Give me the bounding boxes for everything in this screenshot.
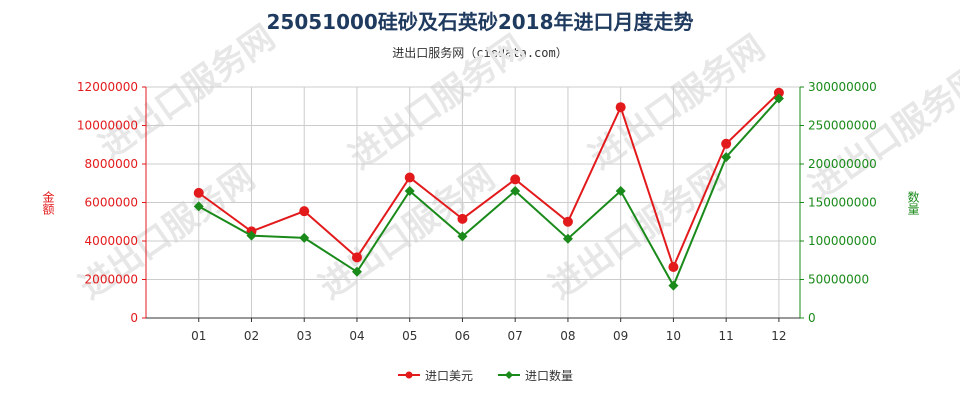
- data-point: [246, 230, 257, 241]
- data-point: [668, 280, 679, 291]
- right-axis-title: 数量: [906, 190, 920, 215]
- data-point: [562, 216, 573, 227]
- data-point: [404, 185, 415, 196]
- right-tick-label: 200000000: [808, 157, 877, 171]
- left-tick-label: 0: [130, 311, 138, 325]
- right-tick-label: 50000000: [808, 273, 869, 287]
- left-tick-label: 4000000: [85, 234, 138, 248]
- x-tick-label: 04: [349, 329, 364, 343]
- right-tick-label: 250000000: [808, 119, 877, 133]
- right-tick-label: 100000000: [808, 234, 877, 248]
- left-tick-label: 6000000: [85, 196, 138, 210]
- legend-label: 进口数量: [525, 368, 573, 383]
- data-point: [299, 232, 310, 243]
- x-tick-label: 05: [402, 329, 417, 343]
- series-line: [198, 97, 780, 288]
- data-point: [510, 185, 521, 196]
- right-tick-label: 0: [808, 311, 816, 325]
- data-point: [562, 233, 573, 244]
- data-point: [510, 174, 521, 185]
- x-tick-label: 09: [613, 329, 628, 343]
- left-axis-title: 金额: [41, 190, 55, 216]
- data-point: [721, 152, 732, 163]
- watermark-text: 进出口服务网: [342, 28, 532, 178]
- data-point: [615, 102, 626, 113]
- data-point: [351, 266, 362, 277]
- x-tick-label: 08: [560, 329, 575, 343]
- data-point: [351, 252, 362, 263]
- left-tick-label: 12000000: [77, 80, 138, 94]
- chart-title: 25051000硅砂及石英砂2018年进口月度走势: [266, 10, 694, 34]
- right-tick-label: 150000000: [808, 196, 877, 210]
- legend-marker: [505, 371, 513, 379]
- data-point: [773, 93, 784, 104]
- legend: 进口美元 进口数量: [398, 368, 573, 383]
- legend-label: 进口美元: [425, 369, 473, 383]
- x-tick-label: 10: [666, 329, 681, 343]
- x-tick-label: 11: [719, 329, 734, 343]
- data-point: [457, 231, 468, 242]
- data-point: [721, 138, 732, 149]
- chart-subtitle: 进出口服务网（ciedata.com）: [392, 46, 568, 60]
- data-point: [193, 187, 204, 198]
- data-point: [299, 206, 310, 217]
- data-point: [193, 201, 204, 212]
- data-point: [615, 185, 626, 196]
- left-tick-label: 10000000: [77, 119, 138, 133]
- data-point: [457, 213, 468, 224]
- legend-marker: [405, 371, 413, 379]
- x-tick-label: 01: [191, 329, 206, 343]
- data-point: [404, 172, 415, 183]
- x-tick-label: 03: [297, 329, 312, 343]
- x-tick-label: 07: [508, 329, 523, 343]
- watermark-text: 进出口服务网: [542, 158, 732, 308]
- x-tick-label: 12: [771, 329, 786, 343]
- data-point: [668, 261, 679, 272]
- right-tick-label: 300000000: [808, 80, 877, 94]
- x-tick-label: 02: [244, 329, 259, 343]
- data-point: [773, 87, 784, 98]
- watermark-text: 进出口服务网: [582, 28, 772, 178]
- left-tick-label: 8000000: [85, 157, 138, 171]
- series-line: [198, 92, 780, 270]
- x-tick-label: 06: [455, 329, 470, 343]
- left-tick-label: 2000000: [85, 273, 138, 287]
